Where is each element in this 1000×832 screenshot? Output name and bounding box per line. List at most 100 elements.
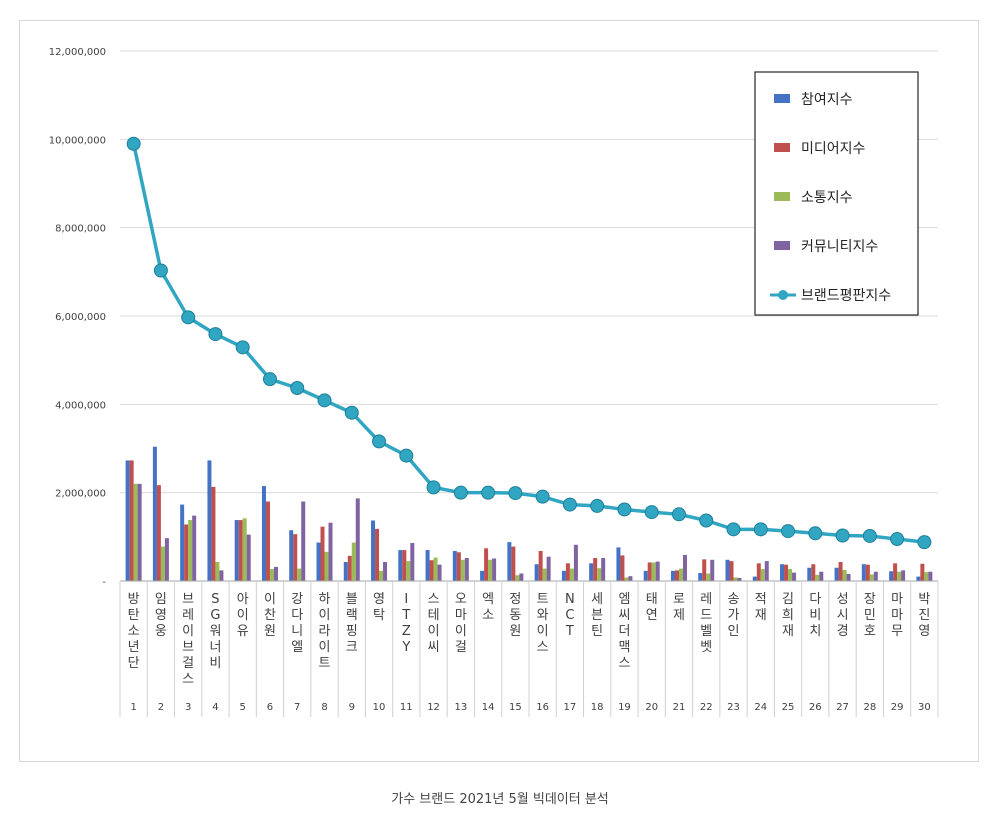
- bar: [511, 546, 516, 581]
- bar: [702, 559, 707, 581]
- bar: [725, 559, 730, 581]
- rank-label: 12: [427, 702, 440, 713]
- line-point: [317, 393, 332, 408]
- line-point: [644, 505, 659, 520]
- line-point: [835, 528, 850, 543]
- rank-label: 11: [400, 702, 413, 713]
- y-axis-ticks: - 2,000,000 4,000,000 6,000,000 8,000,000 10,…: [49, 47, 107, 588]
- line-point: [699, 513, 714, 528]
- line-point: [562, 497, 577, 512]
- bar: [261, 486, 266, 581]
- bar: [565, 563, 570, 581]
- legend-swatch: [774, 143, 790, 152]
- bar: [869, 574, 874, 581]
- bar: [355, 498, 360, 581]
- series-소통지수: [133, 483, 929, 581]
- bar: [924, 572, 929, 581]
- line-point: [181, 310, 196, 325]
- bar: [192, 515, 197, 581]
- y-tick-label: 8,000,000: [55, 224, 106, 235]
- bar: [655, 561, 660, 581]
- bars: [125, 446, 933, 581]
- bar: [920, 563, 925, 581]
- bar: [297, 568, 302, 581]
- bar: [601, 558, 606, 581]
- rank-label: 8: [321, 702, 327, 713]
- rank-label: 7: [294, 702, 300, 713]
- bar: [328, 522, 333, 581]
- bar: [343, 562, 348, 581]
- bar: [515, 575, 520, 581]
- bar: [383, 562, 388, 581]
- bar: [188, 520, 193, 581]
- line-point: [890, 532, 905, 547]
- bar: [620, 555, 625, 581]
- legend-swatch: [774, 241, 790, 250]
- y-tick-label: 4,000,000: [55, 400, 106, 411]
- bar: [184, 524, 189, 581]
- rank-label: 14: [482, 702, 495, 713]
- bar: [351, 542, 356, 581]
- bar: [347, 555, 352, 581]
- bar: [897, 571, 902, 581]
- bar: [651, 562, 656, 581]
- bar: [507, 542, 512, 581]
- bar: [916, 576, 921, 581]
- rank-label: 5: [240, 702, 246, 713]
- bar: [670, 570, 675, 581]
- category-labels: 방 탄 소 년 단 1 임 영 웅 2 브 레 이 브 걸 스 3 S G 워 너 비 4 아 이 유 5 이 찬 원 6 강 다 니 엘 7 하 이 라 이…: [128, 592, 931, 713]
- bar: [125, 460, 130, 581]
- line-point: [481, 485, 496, 500]
- bar: [180, 504, 185, 581]
- line-point: [126, 136, 141, 151]
- bar: [710, 559, 715, 581]
- bar: [589, 563, 594, 581]
- legend-marker: [778, 290, 788, 300]
- bar: [573, 544, 578, 581]
- bar: [215, 562, 220, 581]
- bar: [780, 564, 785, 581]
- bar: [246, 534, 251, 581]
- bar: [901, 570, 906, 581]
- bar: [597, 568, 602, 581]
- line-point: [590, 498, 605, 513]
- bar: [792, 572, 797, 581]
- series-미디어지수: [129, 460, 925, 581]
- bar: [402, 550, 407, 581]
- line-point: [781, 524, 796, 539]
- bar: [320, 526, 325, 581]
- rank-label: 30: [918, 702, 931, 713]
- rank-label: 2: [158, 702, 164, 713]
- bar: [406, 561, 411, 581]
- legend-label: 참여지수: [801, 92, 853, 108]
- bar: [289, 530, 294, 581]
- bar: [269, 569, 274, 581]
- y-tick-label: 10,000,000: [49, 135, 106, 146]
- bar: [674, 570, 679, 581]
- line-point: [535, 489, 550, 504]
- bar: [433, 557, 438, 581]
- line-point: [235, 340, 250, 355]
- rank-label: 16: [536, 702, 549, 713]
- y-tick-label: -: [102, 577, 106, 588]
- rank-label: 27: [836, 702, 849, 713]
- bar: [371, 520, 376, 581]
- bar: [889, 571, 894, 581]
- chart-frame: - 2,000,000 4,000,000 6,000,000 8,000,000 10,…: [19, 20, 979, 762]
- bar: [488, 559, 493, 581]
- bar: [238, 520, 243, 581]
- line-point: [290, 380, 305, 395]
- bar: [324, 551, 329, 581]
